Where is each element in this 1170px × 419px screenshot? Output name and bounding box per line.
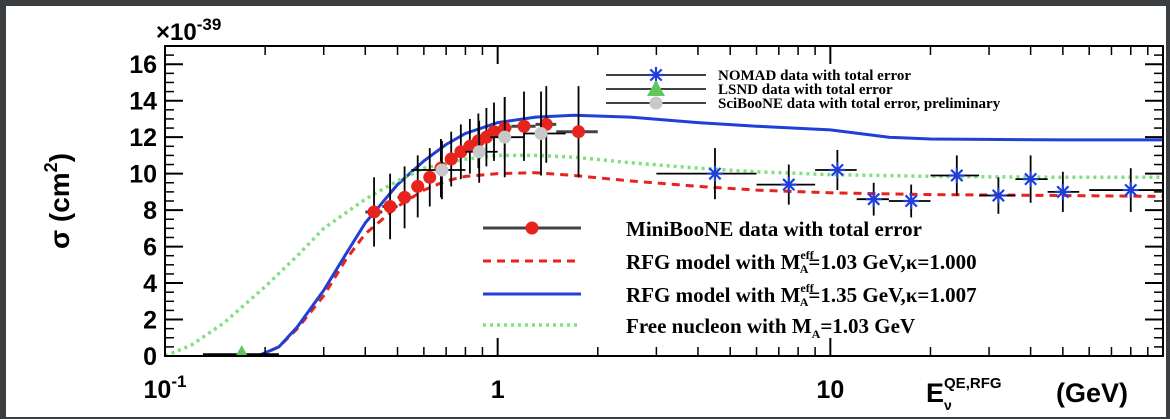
y-tick-label: 12 <box>129 124 157 152</box>
chart-frame: 0 2 4 6 8 10 12 14 16 10-1 1 10 ×10-39 σ (cm2) EQE,… <box>6 6 1166 417</box>
y-axis-title-close: ) <box>44 153 75 162</box>
miniboone-marker <box>398 190 412 204</box>
x-tick-label: 10 <box>816 376 844 404</box>
nomad-point <box>1015 155 1048 203</box>
legend-bottom-item-miniboone: MiniBooNE data with total error <box>483 217 922 241</box>
legend-label: RFG model with Meff A=1.35 GeV,κ=1.007 <box>626 281 977 309</box>
miniboone-point <box>463 118 477 174</box>
x-axis-title-sub: ν <box>944 397 952 413</box>
legend-label: MiniBooNE data with total error <box>626 217 922 241</box>
legend-label: RFG model with Meff A=1.03 GeV,κ=1.000 <box>626 248 977 276</box>
y-axis-title-main: σ (cm <box>44 172 75 249</box>
miniboone-marker <box>487 125 501 139</box>
miniboone-marker <box>517 119 531 133</box>
legend-label: SciBooNE data with total error, prelimin… <box>718 96 1001 112</box>
legend-label: LSND data with total error <box>718 82 893 98</box>
y-multiplier-base: ×10 <box>156 19 197 46</box>
miniboone-point <box>365 177 383 247</box>
y-multiplier: ×10-39 <box>156 15 221 46</box>
lsnd-point <box>202 345 279 356</box>
miniboone-point <box>423 148 437 207</box>
sciboone-marker <box>498 130 512 144</box>
nomad-marker-stroke <box>904 194 918 208</box>
legend-top-item-lsnd: LSND data with total error <box>606 80 893 98</box>
y-tick-label: 14 <box>129 88 157 116</box>
y-axis-title: σ (cm2) <box>41 153 75 249</box>
y-tick-label: 16 <box>129 51 157 79</box>
x-axis-title-sup: QE,RFG <box>944 375 1002 392</box>
x-axis-title-unit: (GeV) <box>1056 378 1128 408</box>
x-axis-title: EQE,RFG <box>926 375 1002 408</box>
y-tick-label: 10 <box>129 161 157 189</box>
nomad-marker-stroke <box>1024 172 1038 186</box>
miniboone-marker <box>572 125 586 139</box>
miniboone-point <box>511 91 536 161</box>
miniboone-point <box>444 131 458 187</box>
nomad-marker-stroke <box>782 178 796 192</box>
curve-rfg103 <box>257 171 1163 356</box>
nomad-marker-stroke <box>708 167 722 181</box>
legend-marker <box>647 80 665 96</box>
plot-frame <box>164 45 1164 357</box>
nomad-point <box>1047 171 1080 212</box>
miniboone-marker <box>423 170 437 184</box>
legend-bottom-item-free: Free nucleon with MA=1.03 GeV <box>483 314 915 341</box>
nomad-point <box>888 184 931 218</box>
y-tick-label: 0 <box>143 343 157 371</box>
sciboone-marker <box>435 163 449 177</box>
miniboone-point <box>411 155 425 218</box>
legend-label: Free nucleon with MA=1.03 GeV <box>626 314 915 341</box>
y-tick-label: 8 <box>143 197 157 225</box>
sciboone-point <box>411 140 466 200</box>
nomad-marker-stroke <box>1124 183 1138 197</box>
nomad-point <box>756 164 816 205</box>
miniboone-point <box>382 173 398 240</box>
y-tick-label: 6 <box>143 234 157 262</box>
x-tick-label: 10-1 <box>144 372 187 404</box>
nomad-marker-stroke <box>867 192 881 206</box>
nomad-marker-stroke <box>1056 185 1070 199</box>
legend-marker-stroke <box>649 68 663 82</box>
miniboone-marker <box>411 179 425 193</box>
curve-rfg135 <box>257 113 1163 356</box>
y-multiplier-exp: -39 <box>197 15 222 34</box>
nomad-point <box>1089 168 1163 212</box>
legend-label: NOMAD data with total error <box>718 68 911 84</box>
x-axis-title-main: E <box>926 378 944 408</box>
legend-marker <box>525 221 539 235</box>
y-tick-label: 2 <box>143 307 157 335</box>
sciboone-point <box>465 120 498 183</box>
legend-bottom-item-rfg135: RFG model with Meff A=1.35 GeV,κ=1.007 <box>483 281 977 309</box>
nomad-point <box>815 149 857 191</box>
miniboone-point <box>556 86 598 178</box>
y-tick-label: 4 <box>143 270 157 298</box>
nomad-marker-stroke <box>950 169 964 182</box>
miniboone-marker <box>444 152 458 166</box>
legend-top-item-sciboone: SciBooNE data with total error, prelimin… <box>606 96 1001 112</box>
y-axis-title-sup: 2 <box>41 162 61 172</box>
x-tick-label: 1 <box>491 376 505 404</box>
nomad-marker-stroke <box>991 189 1005 202</box>
sciboone-marker <box>534 127 548 141</box>
miniboone-point <box>397 166 412 229</box>
sciboone-marker <box>472 145 486 159</box>
legend-bottom-item-rfg103: RFG model with Meff A=1.03 GeV,κ=1.000 <box>483 248 977 276</box>
legend-marker <box>649 96 663 110</box>
miniboone-marker <box>383 199 397 213</box>
miniboone-marker <box>367 205 381 219</box>
lsnd-marker <box>235 345 248 356</box>
nomad-marker-stroke <box>830 163 844 177</box>
nomad-point <box>656 148 757 200</box>
miniboone-point <box>535 86 557 163</box>
sciboone-point <box>524 91 566 176</box>
nomad-point <box>930 155 980 196</box>
nomad-point <box>979 177 1016 214</box>
nomad-point <box>856 182 889 216</box>
sciboone-point <box>490 97 525 178</box>
